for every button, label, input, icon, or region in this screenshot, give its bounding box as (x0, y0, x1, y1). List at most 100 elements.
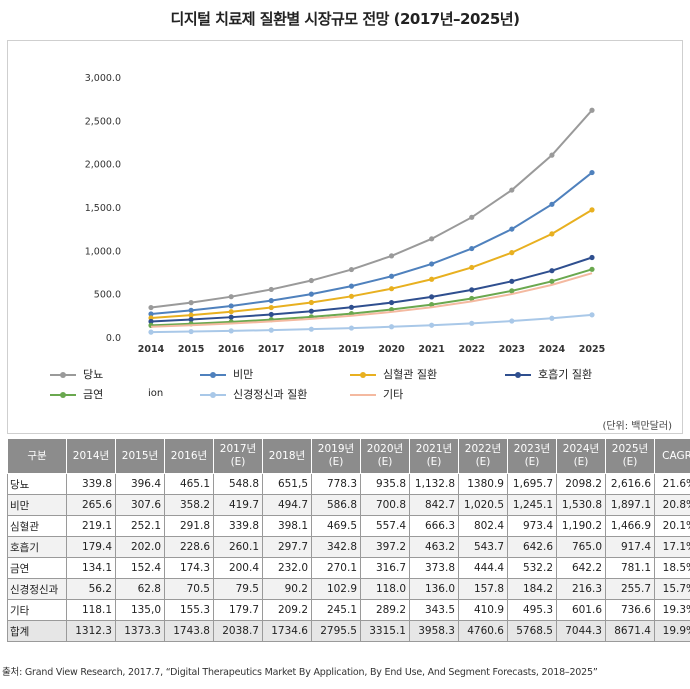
column-header: 2018년 (262, 438, 312, 474)
table-cell: 200.4 (213, 557, 263, 579)
table-row: 당뇨 339.8 396.4 465.1 548.8 651,5 778.3 935.8 1,1… (7, 473, 690, 495)
data-point (549, 315, 555, 321)
table-cell: 179.7 (213, 599, 263, 621)
table-cell: 1,530.8 (556, 494, 606, 516)
table-cell: 1373.3 (115, 620, 165, 642)
legend-label: 금연 (83, 388, 104, 401)
data-point (388, 299, 395, 306)
series-line-3 (150, 209, 593, 320)
table-cell: 398.1 (262, 515, 312, 537)
table-cell: 548.8 (213, 473, 263, 495)
data-point (469, 214, 475, 220)
data-point (388, 324, 395, 330)
data-point (308, 299, 314, 306)
row-label: 호흡기 (7, 536, 67, 558)
table-cell: 135,0 (115, 599, 165, 621)
table-cell: 56.2 (66, 578, 116, 600)
legend-label: 심혈관 질환 (383, 368, 438, 381)
data-point (589, 107, 595, 113)
table-cell: 543.7 (458, 536, 508, 558)
data-point (228, 294, 234, 300)
table-cell: 410.9 (458, 599, 508, 621)
line-chart: 0.0 500.0 1,000.0 1,500.0 2,000.0 2,500.0 3,00… (85, 73, 605, 355)
data-point (549, 268, 555, 274)
table-cell: 1,897.1 (605, 494, 655, 516)
data-point (429, 276, 435, 282)
legend-label: 비만 (233, 368, 254, 381)
table-cell: 1,245.1 (507, 494, 557, 516)
data-point (589, 266, 595, 272)
table-cell: 179.4 (66, 536, 116, 558)
table-row: 호흡기 179.4 202.0 228.6 260.1 297.7 342.8 397.2 46… (7, 536, 690, 558)
data-point (509, 318, 515, 324)
data-point (148, 329, 154, 335)
y-tick-label: 2,000.0 (85, 160, 121, 171)
table-cell: 586.8 (311, 494, 361, 516)
chart-area: 0.0 500.0 1,000.0 1,500.0 2,000.0 2,500.0 3,00… (7, 40, 683, 434)
data-point (469, 287, 475, 293)
column-header: 구분 (7, 438, 67, 474)
table-cell: 601.6 (556, 599, 606, 621)
data-point (188, 300, 194, 306)
legend-swatch (50, 392, 76, 398)
data-point (549, 231, 555, 237)
table-header-row: 구분 2014년 2015년 2016년 2017년 (E) 2018년 2019년 (E) 20… (7, 438, 690, 474)
y-tick-label: 1,000.0 (85, 246, 121, 257)
table-cell: 557.4 (360, 515, 410, 537)
table-cell: 184.2 (507, 578, 557, 600)
table-cell: 1380.9 (458, 473, 508, 495)
column-header: 2017년 (E) (213, 438, 263, 474)
row-label: 기타 (7, 599, 67, 621)
table-row: 금연 134.1 152.4 174.3 200.4 232.0 270.1 316.7 373… (7, 557, 690, 579)
legend-swatch (505, 372, 531, 378)
table-cell: 373.8 (409, 557, 459, 579)
data-point (308, 326, 314, 332)
data-point (549, 152, 555, 158)
table-cell: 216.3 (556, 578, 606, 600)
table-cell: 102.9 (311, 578, 361, 600)
table-cell: 495.3 (507, 599, 557, 621)
table-cell: 62.8 (115, 578, 165, 600)
data-point (388, 286, 395, 292)
table-cell: 316.7 (360, 557, 410, 579)
table-cell: 2795.5 (311, 620, 361, 642)
legend-swatch (200, 372, 226, 378)
data-point (549, 201, 555, 207)
column-header: 2014년 (66, 438, 116, 474)
data-point (268, 298, 274, 304)
table-cell: 18.5% (654, 557, 690, 579)
table-cell: 1,020.5 (458, 494, 508, 516)
table-cell: 289.2 (360, 599, 410, 621)
table-cell: 465.1 (164, 473, 214, 495)
table-cell: 136.0 (409, 578, 459, 600)
table-cell: 260.1 (213, 536, 263, 558)
table-cell: 232.0 (262, 557, 312, 579)
data-point (308, 291, 314, 297)
x-tick-label: 2020 (378, 344, 405, 355)
table-row: 합계 1312.3 1373.3 1743.8 2038.7 1734.6 2795.5 33… (7, 620, 690, 642)
table-cell: 802.4 (458, 515, 508, 537)
row-label: 금연 (7, 557, 67, 579)
column-header: 2019년 (E) (311, 438, 361, 474)
data-point (268, 286, 274, 293)
y-tick-label: 0.0 (106, 333, 121, 344)
data-point (589, 312, 595, 318)
data-point (589, 254, 595, 261)
legend-label: 당뇨 (83, 368, 104, 381)
table-cell: 396.4 (115, 473, 165, 495)
data-point (429, 236, 435, 242)
legend-label: 신경정신과 질환 (233, 388, 308, 401)
data-point (268, 311, 274, 318)
table-cell: 255.7 (605, 578, 655, 600)
column-header: CAGR (654, 438, 690, 474)
table-cell: 270.1 (311, 557, 361, 579)
row-label: 비만 (7, 494, 67, 516)
y-tick-label: 3,000.0 (85, 73, 121, 84)
table-cell: 343.5 (409, 599, 459, 621)
data-point (148, 318, 154, 325)
table-cell: 700.8 (360, 494, 410, 516)
x-tick-label: 2018 (298, 344, 325, 355)
table-cell: 2098.2 (556, 473, 606, 495)
table-cell: 15.7% (654, 578, 690, 600)
table-cell: 765.0 (556, 536, 606, 558)
